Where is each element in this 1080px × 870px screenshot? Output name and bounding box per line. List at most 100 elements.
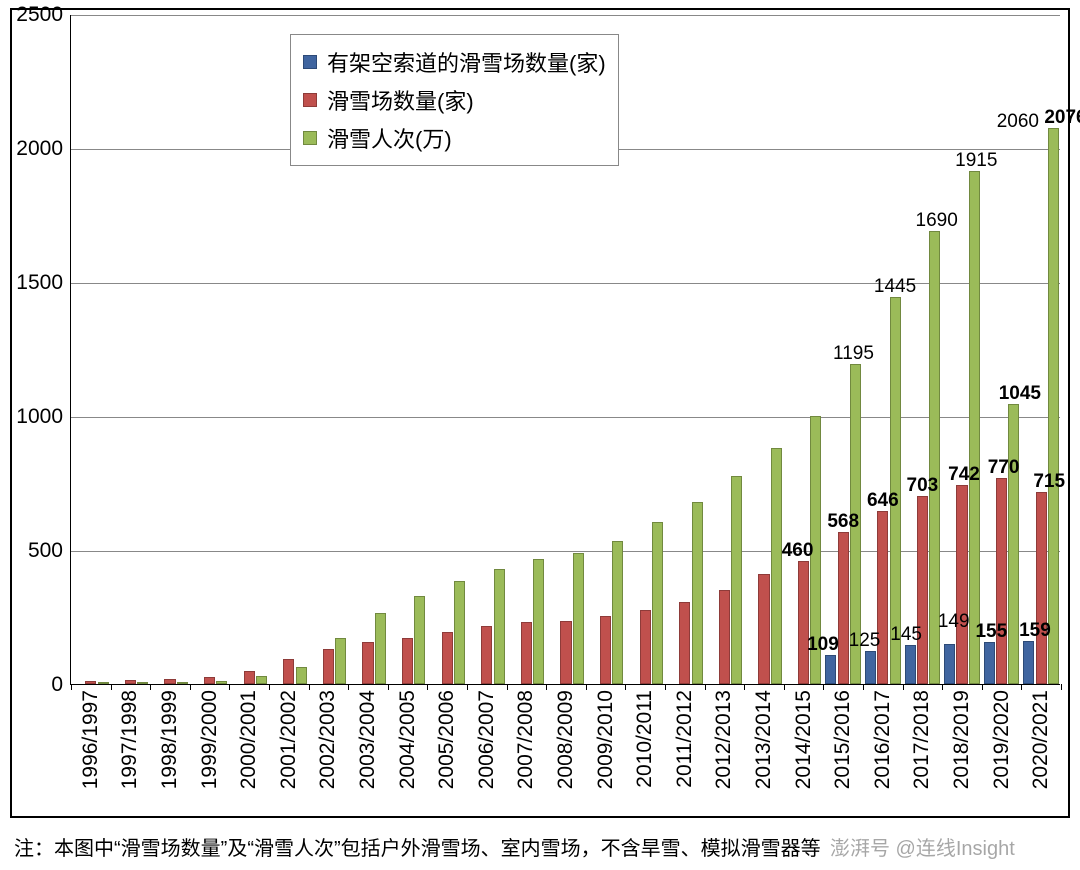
x-tick-label: 2011/2012	[673, 690, 697, 788]
bar-red	[838, 532, 849, 684]
y-tick-label: 2500	[16, 3, 71, 27]
x-tick-label: 2018/2019	[950, 690, 974, 789]
bar-green	[494, 569, 505, 684]
y-tick-label: 500	[28, 539, 71, 563]
bar-green	[177, 682, 188, 684]
data-label: 715	[1033, 471, 1065, 493]
bar-group	[231, 15, 267, 684]
bar-red	[719, 590, 730, 684]
bar-red	[917, 496, 928, 684]
bar-green	[652, 522, 663, 684]
bar-group	[192, 15, 228, 684]
x-tick-label: 2010/2011	[633, 690, 657, 788]
data-label: 155	[975, 621, 1007, 643]
data-label: 145	[890, 624, 922, 646]
bar-red	[481, 626, 492, 684]
bar-red	[679, 602, 690, 684]
bar-green	[454, 581, 465, 684]
data-label: 109	[807, 634, 839, 656]
x-tick-label: 2000/2001	[237, 690, 261, 789]
legend-swatch-blue	[303, 55, 317, 69]
data-label: 149	[938, 611, 970, 633]
bar-red	[996, 478, 1007, 684]
bar-red	[640, 610, 651, 684]
bar-green	[1008, 404, 1019, 684]
data-label: 770	[988, 457, 1020, 479]
bar-green	[137, 682, 148, 684]
bar-red	[204, 677, 215, 684]
bar-group	[707, 15, 743, 684]
x-tick-label: 2003/2004	[356, 690, 380, 789]
data-label: 460	[782, 540, 814, 562]
x-tick-label: 1997/1998	[118, 690, 142, 789]
bar-red	[244, 671, 255, 684]
bar-red	[560, 621, 571, 684]
x-tick-label: 2019/2020	[990, 690, 1014, 789]
legend-item: 滑雪场数量(家)	[303, 81, 606, 119]
bar-green	[573, 553, 584, 684]
data-label: 1195	[833, 343, 874, 365]
bar-red	[402, 638, 413, 684]
data-label: 646	[867, 490, 899, 512]
x-tick-label: 2012/2013	[712, 690, 736, 789]
bar-red	[125, 680, 136, 684]
x-tick-label: 2008/2009	[554, 690, 578, 789]
bar-red	[164, 679, 175, 684]
legend-swatch-green	[303, 131, 317, 145]
bar-red	[600, 616, 611, 684]
data-label: 2076	[1044, 107, 1080, 129]
x-tick-label: 2020/2021	[1029, 690, 1053, 789]
bar-group	[73, 15, 109, 684]
legend: 有架空索道的滑雪场数量(家) 滑雪场数量(家) 滑雪人次(万)	[290, 34, 619, 166]
x-tick-label: 2016/2017	[871, 690, 895, 789]
bar-green	[1048, 128, 1059, 684]
data-label: 1915	[955, 150, 997, 172]
bar-red	[362, 642, 373, 684]
data-label: 703	[907, 475, 939, 497]
x-tick-label: 2015/2016	[831, 690, 855, 789]
legend-label: 滑雪人次(万)	[327, 122, 452, 154]
data-label: 2060	[997, 111, 1039, 133]
bar-green	[216, 681, 227, 684]
bar-group	[786, 15, 822, 684]
bar-group	[944, 15, 980, 684]
x-tick-label: 2007/2008	[514, 690, 538, 789]
legend-label: 有架空索道的滑雪场数量(家)	[327, 46, 606, 78]
bar-red	[956, 485, 967, 684]
data-label: 568	[827, 511, 859, 533]
legend-item: 滑雪人次(万)	[303, 119, 606, 157]
bar-green	[414, 596, 425, 684]
data-label: 1690	[916, 210, 958, 232]
bar-red	[323, 649, 334, 684]
x-tick-label: 1996/1997	[79, 690, 103, 789]
bar-green	[612, 541, 623, 684]
bar-blue	[1023, 641, 1034, 684]
bar-blue	[905, 645, 916, 684]
bar-red	[1036, 492, 1047, 684]
x-tick-label: 2006/2007	[475, 690, 499, 789]
x-tick-label: 2009/2010	[594, 690, 618, 789]
bar-blue	[984, 642, 995, 684]
bar-green	[771, 448, 782, 684]
bar-group	[627, 15, 663, 684]
bar-group	[746, 15, 782, 684]
bar-red	[758, 574, 769, 684]
bar-group	[905, 15, 941, 684]
bar-green	[256, 676, 267, 684]
bar-blue	[944, 644, 955, 684]
bar-green	[731, 476, 742, 684]
data-label: 1045	[999, 383, 1041, 405]
legend-item: 有架空索道的滑雪场数量(家)	[303, 43, 606, 81]
x-tick-label: 1999/2000	[198, 690, 222, 789]
x-tick-label: 2013/2014	[752, 690, 776, 789]
x-tick-label: 2001/2002	[277, 690, 301, 789]
bar-green	[533, 559, 544, 684]
bar-red	[798, 561, 809, 684]
x-tick-label: 2004/2005	[396, 690, 420, 789]
x-tick-label: 2014/2015	[792, 690, 816, 789]
y-tick-label: 2000	[16, 137, 71, 161]
data-label: 159	[1019, 620, 1051, 642]
legend-label: 滑雪场数量(家)	[327, 84, 474, 116]
bar-green	[98, 682, 109, 684]
x-tick-label: 2005/2006	[435, 690, 459, 789]
